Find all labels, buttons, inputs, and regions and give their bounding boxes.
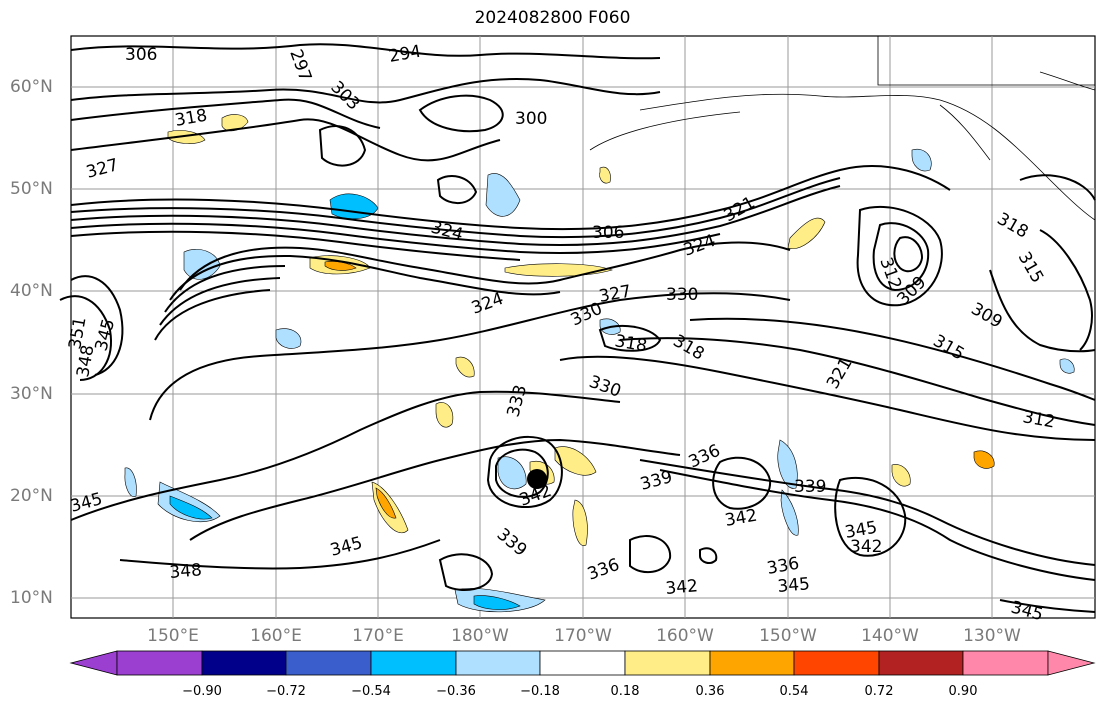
coastlines xyxy=(589,36,1096,221)
lon-label: 150°W xyxy=(759,626,817,646)
contour-label: 342 xyxy=(665,576,699,599)
anomaly-shading xyxy=(124,114,1075,613)
lat-label: 20°N xyxy=(10,486,53,506)
contour-label: 348 xyxy=(169,560,203,583)
colorbar-tick-label: −0.72 xyxy=(266,684,306,699)
lon-label: 170°W xyxy=(554,626,612,646)
lat-label: 30°N xyxy=(10,384,53,404)
colorbar-segment xyxy=(1047,650,1096,676)
colorbar-segment xyxy=(709,650,795,676)
colorbar-tick-label: −0.54 xyxy=(351,684,391,699)
colorbar-tick-label: 0.72 xyxy=(864,684,894,699)
colorbar-segment xyxy=(116,650,203,676)
contour-label: 300 xyxy=(515,109,547,129)
colorbar-segment xyxy=(285,650,372,676)
colorbar-segment xyxy=(455,650,541,676)
lat-label: 50°N xyxy=(10,179,53,199)
colorbar-tick-label: −0.18 xyxy=(520,684,560,699)
lon-label: 170°E xyxy=(352,626,404,646)
colorbar-tick-label: −0.90 xyxy=(182,684,222,699)
lon-label: 180°W xyxy=(451,626,509,646)
colorbar-segment xyxy=(69,650,118,676)
colorbar-segment xyxy=(370,650,457,676)
lon-label: 150°E xyxy=(147,626,199,646)
lat-label: 60°N xyxy=(10,77,53,97)
colorbar-segment xyxy=(878,650,964,676)
lat-label: 10°N xyxy=(10,588,53,608)
colorbar-segment xyxy=(793,650,880,676)
colorbar-segment xyxy=(624,650,711,676)
graticule xyxy=(71,36,1095,618)
contour-label: 339 xyxy=(794,477,826,497)
lon-label: 160°W xyxy=(656,626,714,646)
contour-label: 342 xyxy=(850,537,882,557)
colorbar-segment xyxy=(962,650,1049,676)
colorbar xyxy=(69,650,1096,676)
contour-label: 306 xyxy=(592,223,624,243)
contour-label: 345 xyxy=(777,574,811,597)
lat-label: 40°N xyxy=(10,281,53,301)
lon-label: 140°W xyxy=(861,626,919,646)
colorbar-tick-label: 0.36 xyxy=(695,684,725,699)
lon-label: 160°E xyxy=(250,626,302,646)
colorbar-tick-label: 0.90 xyxy=(948,684,978,699)
theta-contours xyxy=(59,43,1096,613)
colorbar-tick-label: 0.18 xyxy=(610,684,640,699)
contour-label: 330 xyxy=(666,285,698,305)
colorbar-tick-label: 0.54 xyxy=(779,684,809,699)
colorbar-tick-label: −0.36 xyxy=(436,684,476,699)
colorbar-segment xyxy=(539,650,626,676)
map-title: 2024082800 F060 xyxy=(474,8,631,28)
contour-label: 306 xyxy=(125,45,157,65)
lon-label: 130°W xyxy=(963,626,1021,646)
colorbar-segment xyxy=(201,650,287,676)
storm-center-marker xyxy=(527,469,547,489)
